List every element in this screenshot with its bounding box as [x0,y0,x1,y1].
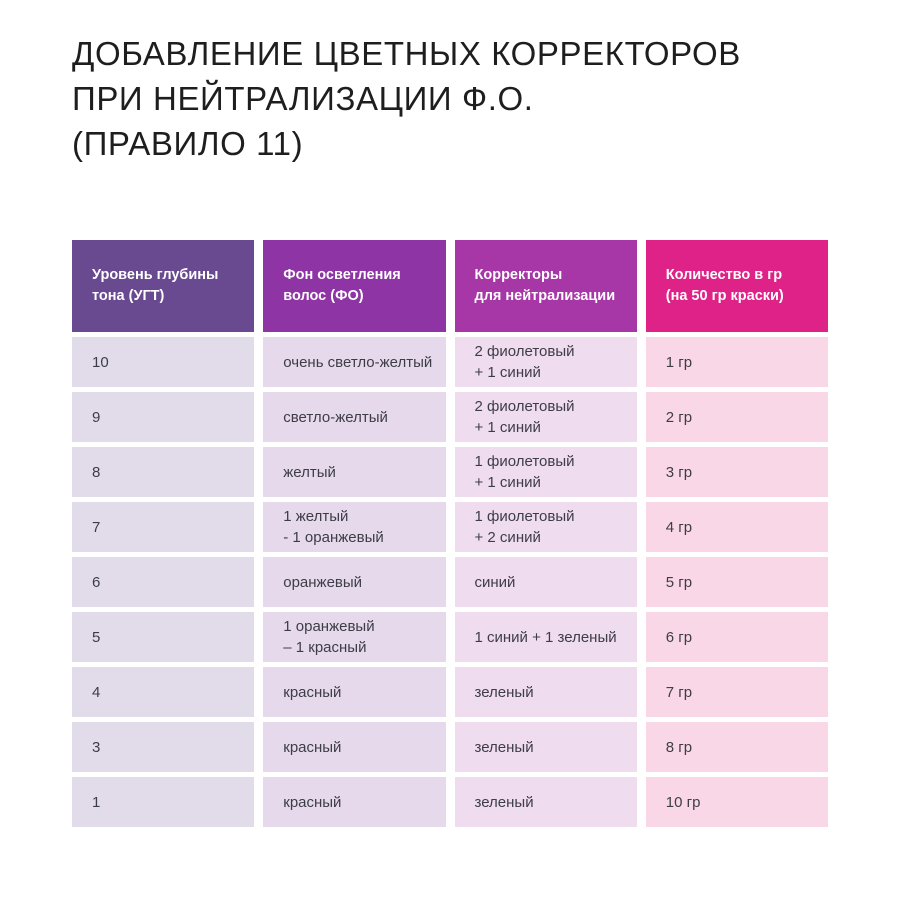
table-cell-correctors: 1 синий + 1 зеленый [454,612,637,662]
table-cell-quantity: 10 гр [645,777,828,827]
table-cell-fon: 1 желтый - 1 оранжевый [263,502,446,552]
table-cell-fon: светло-желтый [263,392,446,442]
table-cell-quantity: 7 гр [645,667,828,717]
table-cell-correctors: зеленый [454,777,637,827]
table-cell-fon: очень светло-желтый [263,337,446,387]
table-cell-correctors: 1 фиолетовый + 1 синий [454,447,637,497]
table-cell-correctors: зеленый [454,667,637,717]
table-cell-fon: красный [263,722,446,772]
column-header-ugt: Уровень глубины тона (УГТ) [72,240,255,332]
table-cell-ugt: 10 [72,337,255,387]
table-cell-ugt: 7 [72,502,255,552]
column-header-quantity: Количество в гр (на 50 гр краски) [645,240,828,332]
table-cell-quantity: 2 гр [645,392,828,442]
table-cell-correctors: зеленый [454,722,637,772]
page-title: ДОБАВЛЕНИЕ ЦВЕТНЫХ КОРРЕКТОРОВ ПРИ НЕЙТР… [72,35,741,162]
table-cell-ugt: 4 [72,667,255,717]
table-cell-ugt: 9 [72,392,255,442]
table-cell-correctors: синий [454,557,637,607]
table-cell-quantity: 6 гр [645,612,828,662]
table-cell-fon: красный [263,777,446,827]
table-cell-correctors: 2 фиолетовый + 1 синий [454,392,637,442]
table-cell-fon: оранжевый [263,557,446,607]
table-cell-ugt: 3 [72,722,255,772]
table-cell-correctors: 2 фиолетовый + 1 синий [454,337,637,387]
table-cell-quantity: 4 гр [645,502,828,552]
table-cell-quantity: 3 гр [645,447,828,497]
table-cell-ugt: 1 [72,777,255,827]
table-cell-fon: желтый [263,447,446,497]
table-cell-ugt: 5 [72,612,255,662]
table-cell-quantity: 8 гр [645,722,828,772]
column-header-fon: Фон осветления волос (ФО) [263,240,446,332]
table-cell-correctors: 1 фиолетовый + 2 синий [454,502,637,552]
table-cell-fon: 1 оранжевый – 1 красный [263,612,446,662]
table-cell-quantity: 1 гр [645,337,828,387]
table-cell-fon: красный [263,667,446,717]
correctors-table: Уровень глубины тона (УГТ) Фон осветлени… [72,240,828,827]
table-cell-quantity: 5 гр [645,557,828,607]
table-cell-ugt: 8 [72,447,255,497]
column-header-correctors: Корректоры для нейтрализации [454,240,637,332]
table-cell-ugt: 6 [72,557,255,607]
